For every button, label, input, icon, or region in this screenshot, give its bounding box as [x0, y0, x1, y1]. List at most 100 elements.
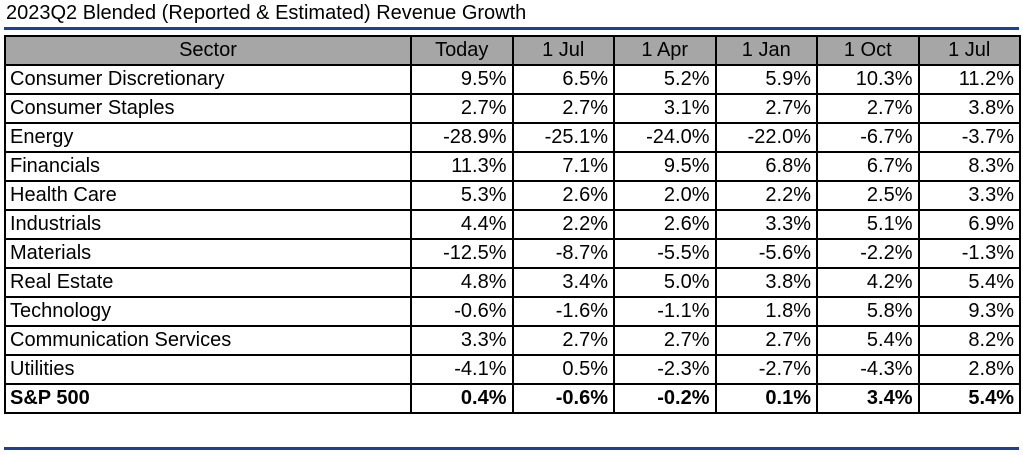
table-row: Health Care 5.3% 2.6% 2.0% 2.2% 2.5% 3.3%	[4, 180, 1021, 211]
sector-cell: Health Care	[4, 180, 412, 211]
value-cell: 8.2%	[917, 325, 1021, 356]
value-cell: 2.7%	[511, 325, 615, 356]
value-cell: 9.3%	[917, 296, 1021, 327]
value-cell: 6.9%	[917, 209, 1021, 240]
value-cell: 2.7%	[613, 325, 717, 356]
value-cell: 0.5%	[511, 354, 615, 385]
value-cell: 9.5%	[613, 151, 717, 182]
value-cell: 4.8%	[410, 267, 514, 298]
value-cell: -28.9%	[410, 122, 514, 153]
value-cell: 5.3%	[410, 180, 514, 211]
sector-cell: Consumer Discretionary	[4, 64, 412, 95]
sector-cell: Industrials	[4, 209, 412, 240]
value-cell: 5.8%	[816, 296, 920, 327]
value-cell: 2.7%	[816, 93, 920, 124]
value-cell: -0.6%	[410, 296, 514, 327]
value-cell: 7.1%	[511, 151, 615, 182]
value-cell: 2.6%	[511, 180, 615, 211]
value-cell: 0.4%	[410, 383, 514, 414]
value-cell: 2.5%	[816, 180, 920, 211]
value-cell: -4.3%	[816, 354, 920, 385]
value-cell: 4.4%	[410, 209, 514, 240]
value-cell: -6.7%	[816, 122, 920, 153]
value-cell: 5.4%	[816, 325, 920, 356]
value-cell: -12.5%	[410, 238, 514, 269]
value-cell: 11.2%	[917, 64, 1021, 95]
value-cell: -5.6%	[714, 238, 818, 269]
value-cell: 2.2%	[714, 180, 818, 211]
table-body: Consumer Discretionary 9.5% 6.5% 5.2% 5.9% 10…	[4, 64, 1021, 414]
sector-cell: Energy	[4, 122, 412, 153]
table-row: Utilities -4.1% 0.5% -2.3% -2.7% -4.3% 2.8%	[4, 354, 1021, 385]
column-header-1-jan: 1 Jan	[714, 35, 818, 66]
value-cell: -24.0%	[613, 122, 717, 153]
value-cell: -8.7%	[511, 238, 615, 269]
table-row: Communication Services 3.3% 2.7% 2.7% 2.7% 5.…	[4, 325, 1021, 356]
header-row: Sector Today 1 Jul 1 Apr 1 Jan 1 Oct 1 J…	[4, 35, 1021, 66]
table-row: Financials 11.3% 7.1% 9.5% 6.8% 6.7% 8.3%	[4, 151, 1021, 182]
value-cell: 5.2%	[613, 64, 717, 95]
column-header-1-apr: 1 Apr	[613, 35, 717, 66]
value-cell: -0.2%	[613, 383, 717, 414]
value-cell: -3.7%	[917, 122, 1021, 153]
sector-cell: Financials	[4, 151, 412, 182]
table-title: 2023Q2 Blended (Reported & Estimated) Re…	[6, 2, 527, 24]
value-cell: 3.4%	[816, 383, 920, 414]
value-cell: 8.3%	[917, 151, 1021, 182]
value-cell: 5.1%	[816, 209, 920, 240]
value-cell: -2.7%	[714, 354, 818, 385]
value-cell: 10.3%	[816, 64, 920, 95]
title-rule	[4, 27, 1019, 30]
value-cell: 6.7%	[816, 151, 920, 182]
value-cell: 0.1%	[714, 383, 818, 414]
sector-cell: S&P 500	[4, 383, 412, 414]
sector-cell: Technology	[4, 296, 412, 327]
value-cell: 5.4%	[917, 383, 1021, 414]
table-row: Industrials 4.4% 2.2% 2.6% 3.3% 5.1% 6.9%	[4, 209, 1021, 240]
value-cell: -2.3%	[613, 354, 717, 385]
table-row: Real Estate 4.8% 3.4% 5.0% 3.8% 4.2% 5.4%	[4, 267, 1021, 298]
value-cell: 9.5%	[410, 64, 514, 95]
value-cell: -4.1%	[410, 354, 514, 385]
column-header-1-jul-prior: 1 Jul	[917, 35, 1021, 66]
value-cell: 2.7%	[410, 93, 514, 124]
column-header-today: Today	[410, 35, 514, 66]
value-cell: 2.7%	[714, 325, 818, 356]
table-row: Materials -12.5% -8.7% -5.5% -5.6% -2.2% -1.3%	[4, 238, 1021, 269]
value-cell: 3.1%	[613, 93, 717, 124]
column-header-1-jul: 1 Jul	[511, 35, 615, 66]
value-cell: 2.7%	[714, 93, 818, 124]
value-cell: 6.8%	[714, 151, 818, 182]
bottom-rule	[4, 447, 1019, 450]
value-cell: -5.5%	[613, 238, 717, 269]
value-cell: -25.1%	[511, 122, 615, 153]
value-cell: 5.4%	[917, 267, 1021, 298]
value-cell: 3.3%	[714, 209, 818, 240]
sector-cell: Real Estate	[4, 267, 412, 298]
sector-cell: Communication Services	[4, 325, 412, 356]
value-cell: 3.3%	[917, 180, 1021, 211]
column-header-1-oct: 1 Oct	[816, 35, 920, 66]
value-cell: 2.6%	[613, 209, 717, 240]
value-cell: 5.0%	[613, 267, 717, 298]
value-cell: 2.7%	[511, 93, 615, 124]
value-cell: -0.6%	[511, 383, 615, 414]
sector-cell: Utilities	[4, 354, 412, 385]
sector-cell: Materials	[4, 238, 412, 269]
value-cell: -1.3%	[917, 238, 1021, 269]
value-cell: 3.4%	[511, 267, 615, 298]
value-cell: 1.8%	[714, 296, 818, 327]
sector-cell: Consumer Staples	[4, 93, 412, 124]
table-row: Technology -0.6% -1.6% -1.1% 1.8% 5.8% 9.3%	[4, 296, 1021, 327]
value-cell: 6.5%	[511, 64, 615, 95]
table-row: Consumer Discretionary 9.5% 6.5% 5.2% 5.9% 10…	[4, 64, 1021, 95]
value-cell: 2.0%	[613, 180, 717, 211]
value-cell: -1.6%	[511, 296, 615, 327]
value-cell: 11.3%	[410, 151, 514, 182]
value-cell: -1.1%	[613, 296, 717, 327]
revenue-growth-table: Sector Today 1 Jul 1 Apr 1 Jan 1 Oct 1 J…	[4, 35, 1021, 414]
table-row-total: S&P 500 0.4% -0.6% -0.2% 0.1% 3.4% 5.4%	[4, 383, 1021, 414]
value-cell: 3.8%	[714, 267, 818, 298]
value-cell: 5.9%	[714, 64, 818, 95]
table-row: Consumer Staples 2.7% 2.7% 3.1% 2.7% 2.7% 3.8%	[4, 93, 1021, 124]
